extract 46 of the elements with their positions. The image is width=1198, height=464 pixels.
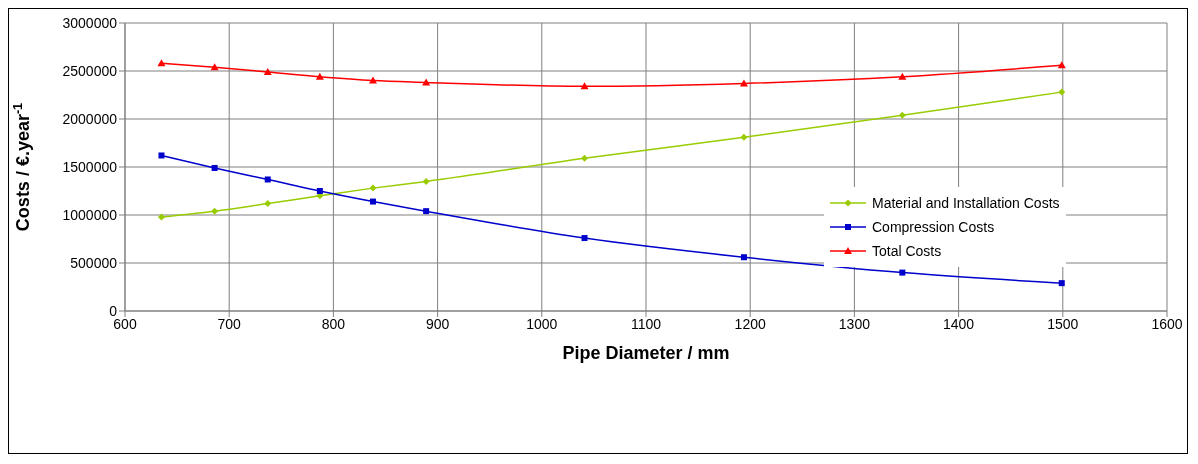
x-tick-label: 800 [321, 315, 346, 332]
legend-label: Material and Installation Costs [872, 195, 1060, 211]
point [1058, 280, 1065, 287]
point [422, 177, 430, 185]
point [1057, 61, 1066, 69]
point [369, 184, 377, 192]
point [211, 207, 219, 215]
point [740, 133, 748, 141]
legend-label: Total Costs [872, 243, 942, 259]
y-tick-label: 2000000 [62, 110, 118, 127]
point [316, 188, 323, 194]
x-tick-label: 1000 [526, 315, 558, 332]
y-tick-label: 500000 [70, 254, 118, 271]
point [581, 154, 589, 162]
x-tick-label: 700 [217, 315, 242, 332]
x-tick-label: 1100 [630, 315, 662, 332]
x-tick-label: 1300 [838, 315, 871, 332]
point [370, 198, 376, 205]
point [1058, 88, 1066, 96]
x-tick-label: 1400 [943, 315, 975, 332]
x-axis-title: Pipe Diameter / mm [562, 343, 730, 363]
point [898, 111, 906, 119]
y-tick-label: 3000000 [62, 14, 118, 31]
point [898, 72, 907, 80]
x-tick-label: 1500 [1047, 315, 1079, 332]
point [423, 208, 430, 215]
point [157, 213, 165, 221]
point [264, 176, 271, 183]
x-tick-label: 1200 [734, 315, 766, 332]
point [211, 164, 218, 171]
point [899, 269, 906, 276]
point [158, 152, 165, 159]
point [264, 199, 272, 207]
point [581, 235, 588, 242]
point [422, 78, 431, 86]
y-tick-label: 1500000 [62, 158, 118, 175]
x-tick-label: 1600 [1151, 315, 1183, 332]
y-tick-label: 2500000 [62, 62, 118, 79]
y-tick-label: 1000000 [62, 206, 118, 223]
legend-label: Compression Costs [872, 219, 995, 235]
point [210, 63, 219, 71]
point [369, 76, 377, 84]
point [263, 67, 272, 75]
point [315, 72, 324, 80]
point [740, 254, 747, 261]
x-tick-label: 900 [425, 315, 450, 332]
